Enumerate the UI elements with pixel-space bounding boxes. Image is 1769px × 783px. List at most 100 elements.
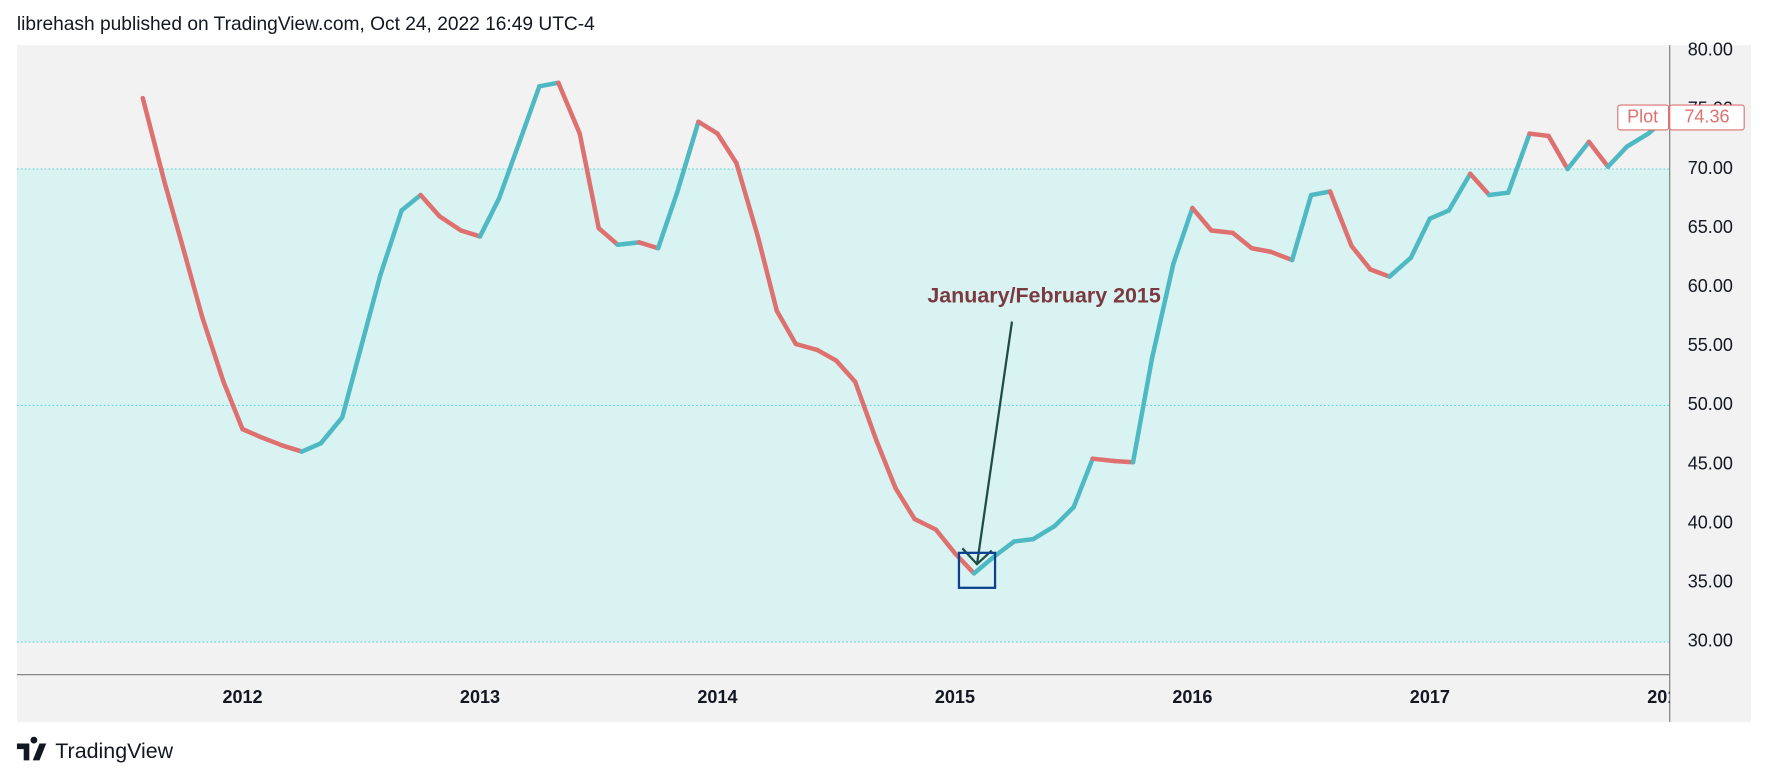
line-segment bbox=[340, 344, 364, 420]
line-segment bbox=[496, 137, 523, 201]
line-segment bbox=[399, 192, 423, 213]
line-segment bbox=[140, 95, 167, 184]
logo-icon bbox=[16, 736, 47, 761]
line-segment bbox=[971, 553, 998, 576]
y-tick-label: 60.00 bbox=[1688, 276, 1733, 296]
line-segment bbox=[993, 539, 1017, 558]
x-tick-label: 2017 bbox=[1410, 687, 1450, 707]
tag-value-box bbox=[1669, 104, 1745, 131]
line-segment bbox=[1505, 131, 1532, 195]
line-segment bbox=[318, 415, 345, 446]
line-segment bbox=[893, 485, 917, 522]
line-segment bbox=[1427, 208, 1452, 221]
annotation-arrow bbox=[975, 321, 1014, 565]
line-segment bbox=[833, 358, 858, 385]
line-segment bbox=[477, 196, 502, 239]
line-segment bbox=[1467, 171, 1492, 198]
line-segment bbox=[280, 443, 305, 454]
line-segment bbox=[774, 308, 799, 347]
line-segment bbox=[1209, 228, 1236, 236]
line-segment bbox=[852, 379, 879, 444]
line-segment bbox=[259, 435, 286, 448]
line-segment bbox=[1130, 355, 1155, 465]
line-segment bbox=[814, 347, 839, 363]
line-segment bbox=[1565, 139, 1592, 172]
line-segment bbox=[577, 131, 601, 231]
line-segment bbox=[1368, 267, 1392, 279]
line-segment bbox=[874, 438, 898, 491]
line-segment bbox=[1527, 131, 1551, 139]
line-segment bbox=[161, 178, 186, 251]
line-segment bbox=[734, 160, 761, 239]
line-segment bbox=[1327, 189, 1354, 249]
line-segment bbox=[1071, 456, 1095, 510]
line-segment bbox=[518, 84, 542, 142]
line-segment bbox=[755, 234, 780, 314]
x-tick-label: 2014 bbox=[697, 687, 737, 707]
y-tick-label: 45.00 bbox=[1688, 453, 1733, 473]
line-segment bbox=[615, 240, 642, 247]
tag-name-box bbox=[1617, 104, 1670, 131]
y-axis: 30.00 35.00 40.00 45.00 50.00 55.00 60.00 65.00… bbox=[1688, 40, 1733, 651]
footer-text: TradingView bbox=[55, 739, 173, 763]
line-segment bbox=[912, 516, 939, 532]
tag-value: 74.36 bbox=[1684, 106, 1729, 126]
line-segment bbox=[1546, 133, 1570, 172]
x-tick-label: 2015 bbox=[935, 687, 975, 707]
line-segment bbox=[556, 80, 582, 136]
line-segment bbox=[458, 228, 483, 239]
line-segment bbox=[437, 214, 464, 233]
line-segment bbox=[1031, 523, 1057, 542]
line-segment bbox=[1408, 216, 1433, 260]
y-tick-label: 40.00 bbox=[1688, 512, 1733, 532]
annotation-box bbox=[957, 551, 997, 589]
line-segment bbox=[1171, 205, 1195, 266]
line-segment bbox=[1349, 243, 1373, 272]
line-segment bbox=[1605, 144, 1630, 169]
footer-logo: TradingView bbox=[16, 736, 174, 763]
line-segment bbox=[240, 426, 264, 440]
line-segment bbox=[596, 225, 620, 247]
line-segment bbox=[1387, 255, 1414, 279]
line-segment bbox=[674, 119, 701, 195]
line-segment bbox=[1012, 536, 1036, 544]
line-segment bbox=[696, 119, 720, 136]
line-segment bbox=[1486, 190, 1511, 198]
line-segment bbox=[1268, 249, 1295, 263]
plot-area bbox=[16, 80, 1670, 643]
line-segment bbox=[1111, 458, 1136, 465]
line-segment bbox=[358, 273, 383, 349]
line-segment bbox=[655, 190, 680, 251]
line-segment bbox=[715, 131, 739, 166]
line-segment bbox=[199, 314, 226, 385]
line-segment bbox=[1624, 131, 1651, 149]
line-segment bbox=[537, 80, 561, 89]
y-tick-label: 30.00 bbox=[1688, 631, 1733, 651]
y-tick-label: 70.00 bbox=[1688, 158, 1733, 178]
y-tick-label: 80.00 bbox=[1688, 40, 1733, 60]
line-segment bbox=[221, 379, 245, 432]
line-segment bbox=[793, 341, 820, 353]
annotation: January/February 2015 bbox=[927, 283, 1161, 589]
line-segment bbox=[1230, 230, 1255, 251]
x-tick-label: 2012 bbox=[222, 687, 262, 707]
line-segment bbox=[1586, 139, 1611, 169]
tag-name: Plot bbox=[1627, 106, 1658, 126]
x-tick-label: 2016 bbox=[1172, 687, 1212, 707]
x-axis: 2012 2013 2014 2015 2016 2017 2018 bbox=[222, 687, 1669, 707]
y-tick-label: 65.00 bbox=[1688, 217, 1733, 237]
line-segment bbox=[377, 208, 404, 278]
line-segment bbox=[299, 441, 324, 454]
line-segment bbox=[1308, 189, 1333, 198]
x-tick-label: 2013 bbox=[460, 687, 500, 707]
header-title: librehash published on TradingView.com, … bbox=[17, 14, 595, 35]
line-segment bbox=[1190, 205, 1214, 233]
annotation-text: January/February 2015 bbox=[927, 283, 1160, 307]
line-segment bbox=[1289, 192, 1314, 263]
y-tick-label: 50.00 bbox=[1688, 394, 1733, 414]
line-segment bbox=[933, 527, 958, 556]
line-segment bbox=[1090, 456, 1117, 464]
line-segment bbox=[180, 245, 205, 320]
